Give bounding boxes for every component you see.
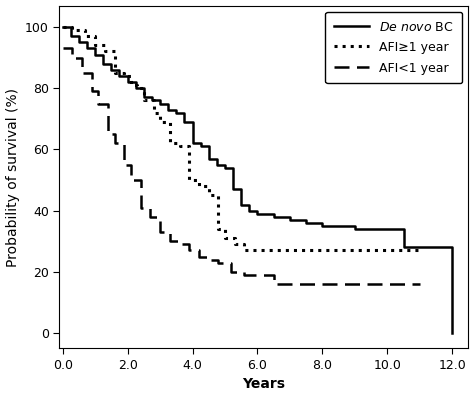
X-axis label: Years: Years (242, 378, 285, 391)
Y-axis label: Probability of survival (%): Probability of survival (%) (6, 87, 19, 266)
Legend: $\it{De\ novo}$ BC, AFI≥1 year, AFI<1 year: $\it{De\ novo}$ BC, AFI≥1 year, AFI<1 ye… (325, 12, 462, 83)
